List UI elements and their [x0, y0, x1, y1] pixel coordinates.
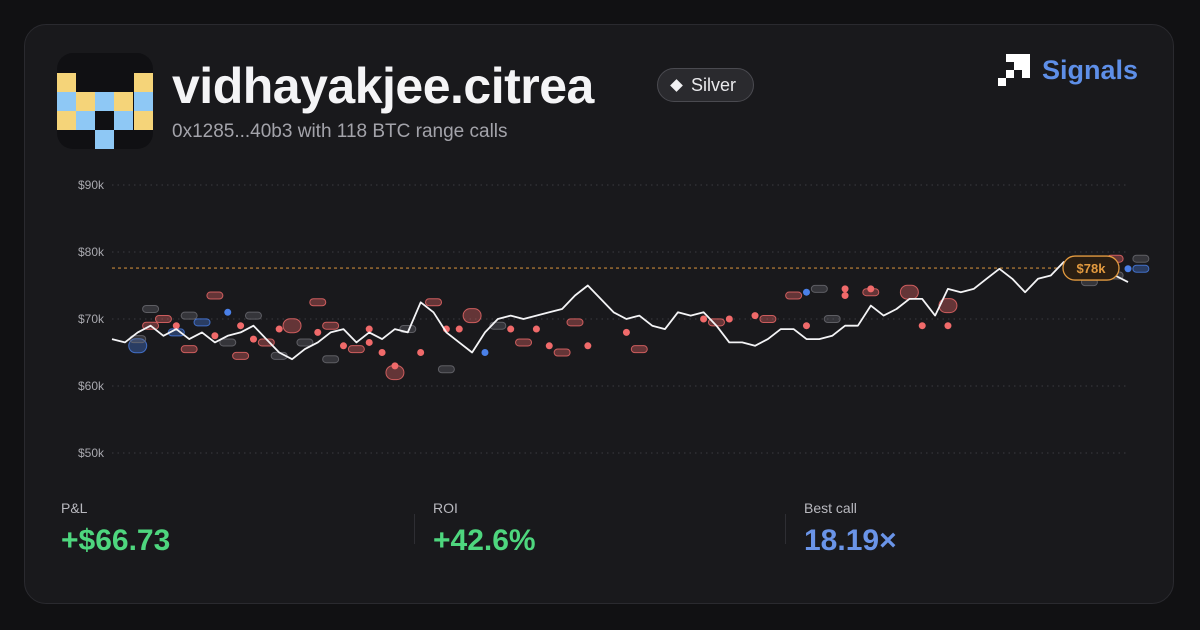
call-range	[823, 315, 841, 323]
call-range	[309, 298, 327, 307]
roi-value: +42.6%	[433, 524, 536, 557]
call-range	[630, 345, 648, 354]
call-range	[206, 291, 224, 300]
call-dot	[417, 349, 425, 356]
call-range	[193, 318, 211, 327]
price-line	[111, 261, 1129, 361]
pnl-stat: P&L +$66.73	[61, 500, 170, 558]
call-dot	[365, 338, 373, 346]
best-call-value: 18.19×	[804, 524, 897, 557]
call-dot	[1124, 265, 1132, 273]
tier-badge-label: Silver	[691, 74, 737, 95]
call-range	[347, 345, 365, 354]
call-range	[180, 311, 198, 320]
call-range	[553, 348, 571, 357]
stat-divider	[414, 514, 415, 544]
call-range	[566, 318, 584, 327]
call-range	[810, 284, 828, 293]
call-range	[1132, 254, 1150, 263]
brand-label: Signals	[1042, 54, 1139, 85]
wallet-summary: 0x1285...40b3 with 118 BTC range calls	[172, 121, 508, 142]
call-dot	[275, 325, 283, 333]
call-range	[244, 311, 262, 320]
y-tick-label: $70k	[78, 312, 105, 326]
call-dot	[700, 315, 708, 323]
call-range	[385, 365, 405, 381]
call-range	[322, 321, 340, 330]
call-dot	[365, 325, 373, 333]
best-call-stat: Best call 18.19×	[804, 500, 897, 558]
stat-divider	[785, 514, 786, 544]
pnl-label: P&L	[61, 500, 88, 516]
call-dot	[339, 342, 347, 350]
call-dot	[802, 322, 810, 330]
call-dot	[725, 315, 733, 323]
call-range	[899, 284, 919, 300]
call-range	[1132, 264, 1150, 273]
call-dot	[314, 328, 322, 336]
call-dot	[918, 322, 926, 330]
call-range	[437, 365, 455, 374]
price-chart: $90k $80k $70k $60k $50k $78k	[78, 178, 1150, 460]
call-range	[425, 298, 443, 307]
y-tick-label: $50k	[78, 446, 105, 460]
call-range	[515, 338, 533, 347]
call-range	[219, 338, 237, 347]
call-dot	[841, 285, 849, 293]
call-dot	[378, 349, 386, 356]
call-range	[322, 355, 340, 364]
call-dot	[545, 342, 553, 350]
profile-card	[24, 24, 1174, 604]
y-tick-label: $60k	[78, 379, 105, 393]
call-dot	[622, 328, 630, 336]
avatar	[57, 53, 153, 149]
roi-stat: ROI +42.6%	[433, 500, 536, 558]
call-dot	[237, 322, 245, 330]
call-dot	[507, 325, 515, 333]
call-dot	[172, 322, 180, 330]
brand-link[interactable]: Signals	[998, 54, 1138, 86]
call-dot	[211, 332, 219, 340]
page-title: vidhayakjee.citrea	[172, 58, 594, 114]
call-range	[154, 315, 172, 323]
call-dot	[455, 325, 463, 333]
call-range	[462, 308, 482, 324]
call-range	[180, 345, 198, 354]
call-dot	[802, 288, 810, 296]
call-dot	[751, 312, 759, 320]
best-call-label: Best call	[804, 500, 857, 516]
current-price-label: $78k	[1077, 261, 1107, 276]
signals-logo-icon	[998, 54, 1030, 86]
pnl-value: +$66.73	[61, 524, 171, 557]
call-dot	[481, 349, 489, 356]
call-range	[142, 304, 160, 313]
call-dot	[249, 335, 257, 343]
call-dot	[584, 342, 592, 350]
tier-badge: Silver	[657, 68, 755, 102]
roi-label: ROI	[433, 500, 458, 516]
call-dot	[224, 308, 232, 316]
call-dot	[944, 322, 952, 330]
call-range	[232, 351, 250, 360]
call-dot	[841, 292, 849, 300]
call-range	[282, 318, 302, 334]
call-range	[785, 291, 803, 300]
current-price-badge	[1062, 255, 1120, 281]
call-dot	[867, 285, 875, 293]
pixel-avatar-icon	[57, 73, 153, 149]
y-tick-label: $80k	[78, 245, 105, 259]
call-dot	[532, 325, 540, 333]
call-range	[759, 315, 777, 323]
y-tick-label: $90k	[78, 178, 105, 192]
call-range	[296, 338, 314, 347]
